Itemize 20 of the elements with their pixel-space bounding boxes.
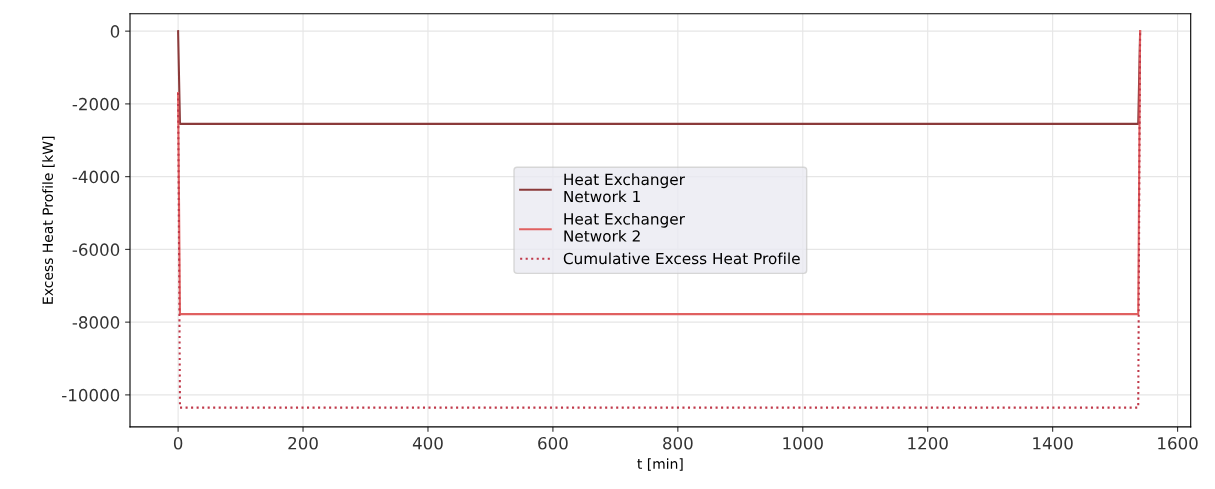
y-tick-label: -8000 — [72, 316, 120, 329]
legend-label: Cumulative Excess Heat Profile — [563, 252, 800, 265]
x-tick-label: 1400 — [1033, 436, 1073, 450]
y-tick-label: -6000 — [72, 243, 120, 256]
x-tick-label: 200 — [288, 436, 318, 450]
x-axis-title: t [min] — [637, 458, 683, 471]
y-tick-label: -10000 — [62, 388, 120, 402]
y-tick-label: -2000 — [72, 97, 120, 111]
legend-label: Heat Exchanger Network 1 — [564, 173, 685, 203]
legend-label: Heat Exchanger Network 2 — [564, 212, 685, 242]
x-tick-label: 1600 — [1158, 436, 1198, 450]
y-tick-label: 0 — [110, 25, 120, 38]
y-axis-title: Excess Heat Profile [kW] — [42, 136, 55, 304]
x-tick-label: 1200 — [908, 436, 948, 450]
x-tick-label: 1000 — [783, 436, 823, 450]
y-tick-label: -4000 — [72, 170, 120, 184]
x-tick-label: 800 — [663, 436, 693, 450]
x-tick-label: 600 — [538, 436, 568, 450]
x-tick-label: 400 — [412, 436, 443, 450]
x-tick-label: 0 — [173, 436, 183, 450]
